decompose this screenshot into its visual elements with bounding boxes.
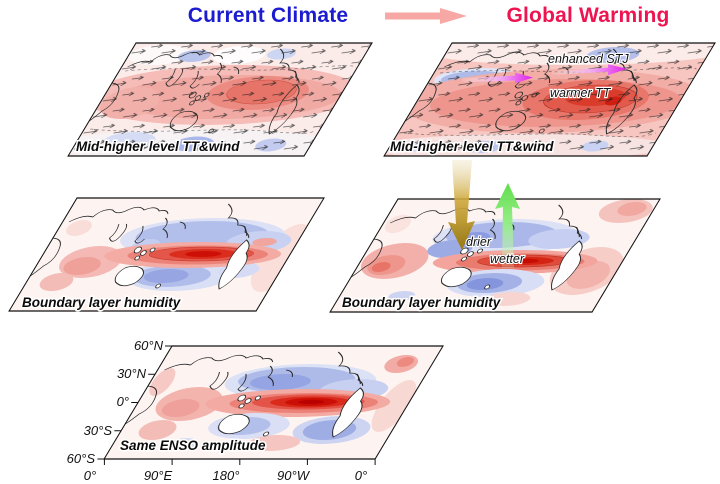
jet-arrow-icon bbox=[552, 64, 627, 76]
x-tick-0b: 0° bbox=[355, 468, 367, 483]
panel-label-enso: Same ENSO amplitude bbox=[120, 438, 266, 453]
map-panel-humidity-warming bbox=[329, 198, 661, 313]
x-tick-90e: 90°E bbox=[144, 468, 173, 483]
y-tick-60n: 60°N bbox=[134, 338, 164, 353]
wind-arrows-overlay bbox=[384, 43, 715, 156]
current-climate-title: Current Climate bbox=[187, 4, 349, 27]
annotation-wetter: wetter bbox=[490, 252, 525, 266]
panel-border bbox=[329, 198, 661, 313]
map-panel-midlevel-current bbox=[67, 42, 373, 157]
annotation-enhanced-stj: enhanced STJ bbox=[548, 52, 629, 66]
jet-arrow-icon bbox=[462, 72, 533, 84]
longitude-axis bbox=[103, 459, 376, 465]
x-tick-90w: 90°W bbox=[277, 468, 311, 483]
panel-border bbox=[8, 197, 325, 312]
global-warming-title: Global Warming bbox=[506, 4, 670, 27]
map-panel-midlevel-warming bbox=[383, 42, 716, 157]
latitude-axis bbox=[97, 345, 172, 460]
wind-arrows-overlay bbox=[68, 43, 372, 156]
y-tick-30n: 30°N bbox=[117, 366, 147, 381]
annotation-drier: drier bbox=[466, 235, 492, 249]
subsidence-arrow-icon bbox=[448, 160, 475, 250]
y-tick-0: 0° bbox=[117, 394, 129, 409]
panel-label-humidity-current: Boundary layer humidity bbox=[22, 295, 182, 310]
x-tick-180: 180° bbox=[213, 468, 240, 483]
x-tick-0a: 0° bbox=[84, 468, 96, 483]
map-panel-humidity-current bbox=[8, 197, 325, 312]
panel-label-midlevel-current: Mid-higher level TT&wind bbox=[76, 139, 240, 154]
annotation-warmer-tt: warmer TT bbox=[550, 86, 612, 100]
panel-border bbox=[67, 42, 373, 157]
panel-label-humidity-warming: Boundary layer humidity bbox=[342, 295, 502, 310]
y-tick-60s: 60°S bbox=[67, 451, 96, 466]
map-panel-enso bbox=[103, 345, 444, 460]
transition-arrow-icon bbox=[385, 8, 467, 24]
y-tick-30s: 30°S bbox=[84, 423, 113, 438]
panel-label-midlevel-warming: Mid-higher level TT&wind bbox=[390, 139, 554, 154]
ascent-arrow-icon bbox=[495, 183, 520, 268]
panel-border bbox=[383, 42, 716, 157]
